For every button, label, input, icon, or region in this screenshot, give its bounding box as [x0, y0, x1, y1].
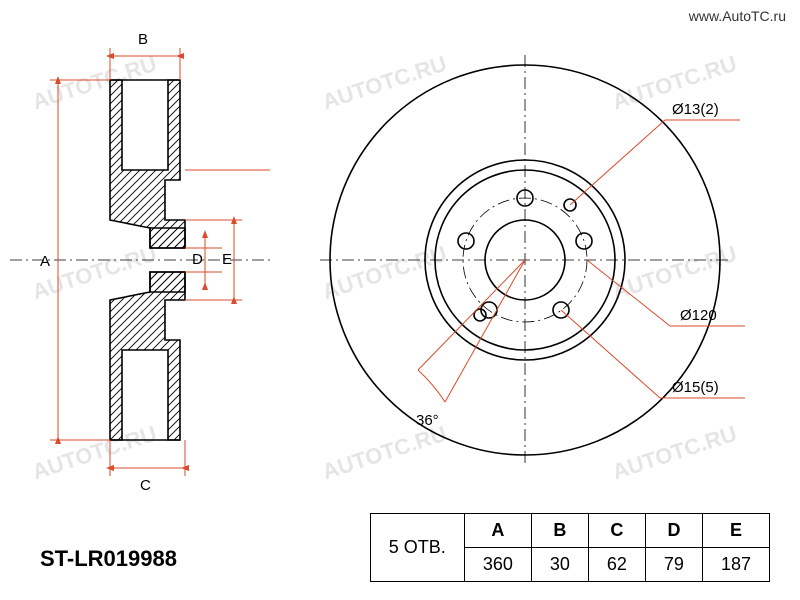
spec-table: 5 ОТВ. A B C D E 360 30 62 79 187: [370, 513, 770, 582]
angle-label: 36°: [416, 412, 439, 429]
callout-d120: Ø120: [680, 307, 717, 324]
val-a: 360: [464, 548, 531, 582]
callout-d15: Ø15(5): [672, 379, 719, 396]
col-d: D: [645, 514, 702, 548]
dim-label-b: B: [138, 31, 148, 48]
val-e: 187: [702, 548, 769, 582]
table-lead: 5 ОТВ.: [370, 514, 464, 582]
callout-d13: Ø13(2): [672, 101, 719, 118]
section-view: A B C D E: [10, 20, 270, 500]
dim-label-d: D: [192, 251, 203, 268]
col-c: C: [588, 514, 645, 548]
part-number: ST-LR019988: [40, 546, 177, 572]
dim-label-e: E: [222, 251, 232, 268]
col-e: E: [702, 514, 769, 548]
val-d: 79: [645, 548, 702, 582]
dim-label-a: A: [40, 253, 50, 270]
source-url-text: www.AutoTC.ru: [689, 8, 786, 24]
source-logo: www.AutoTC.ru: [689, 8, 786, 24]
val-c: 62: [588, 548, 645, 582]
col-a: A: [464, 514, 531, 548]
front-view: Ø13(2) Ø120 Ø15(5) 36°: [300, 30, 780, 500]
dim-label-c: C: [140, 477, 151, 494]
col-b: B: [531, 514, 588, 548]
val-b: 30: [531, 548, 588, 582]
